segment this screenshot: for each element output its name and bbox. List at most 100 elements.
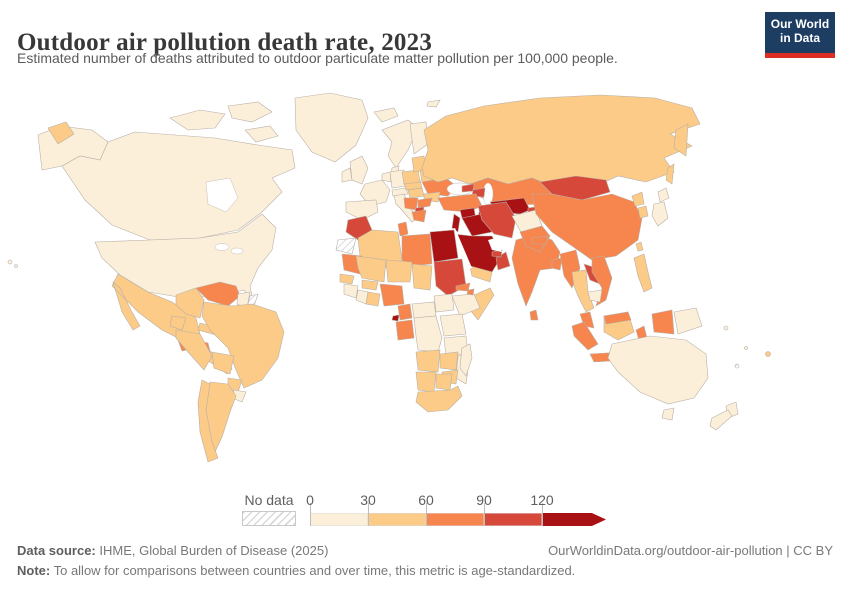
country-new-caledonia[interactable] bbox=[734, 363, 740, 369]
country-france[interactable] bbox=[359, 179, 391, 207]
country-australia[interactable] bbox=[607, 335, 709, 405]
country-turkey[interactable] bbox=[437, 193, 483, 213]
country-levant[interactable] bbox=[451, 213, 461, 233]
country-central-african-republic[interactable] bbox=[411, 301, 437, 319]
country-vanuatu[interactable] bbox=[744, 346, 748, 350]
country-peru[interactable] bbox=[175, 329, 213, 371]
country-chukotka[interactable] bbox=[47, 121, 75, 145]
legend-bin-30-60[interactable] bbox=[368, 513, 426, 526]
country-sri-lanka[interactable] bbox=[529, 309, 539, 321]
country-kamchatka[interactable] bbox=[673, 123, 689, 157]
country-iberia[interactable] bbox=[345, 199, 379, 221]
country-guinea[interactable] bbox=[343, 283, 359, 299]
country-iran[interactable] bbox=[477, 201, 517, 239]
legend-bin-60-90[interactable] bbox=[426, 513, 484, 526]
country-philippines[interactable] bbox=[633, 253, 653, 293]
country-ecuador[interactable] bbox=[169, 315, 187, 331]
country-south-sudan[interactable] bbox=[433, 293, 455, 313]
country-svalbard[interactable] bbox=[426, 99, 441, 108]
country-japan[interactable] bbox=[651, 201, 669, 227]
country-canadian-arctic[interactable] bbox=[169, 109, 226, 131]
country-solomon-islands[interactable] bbox=[723, 325, 729, 331]
country-sumatra[interactable] bbox=[571, 321, 599, 351]
country-russia[interactable] bbox=[421, 94, 701, 187]
country-indonesia-papua[interactable] bbox=[651, 309, 675, 335]
country-north-korea[interactable] bbox=[631, 191, 645, 207]
country-china[interactable] bbox=[531, 193, 643, 261]
country-south-africa[interactable] bbox=[415, 385, 463, 413]
country-papua-new-guinea[interactable] bbox=[673, 307, 703, 335]
country-egypt[interactable] bbox=[429, 229, 459, 263]
country-fiji[interactable] bbox=[765, 351, 771, 357]
country-tunisia[interactable] bbox=[397, 221, 409, 237]
country-niger[interactable] bbox=[385, 259, 413, 283]
country-norway-sweden[interactable] bbox=[381, 119, 419, 169]
country-malaysia-borneo[interactable] bbox=[603, 311, 632, 325]
persian-gulf bbox=[488, 238, 502, 252]
country-bangladesh[interactable] bbox=[551, 257, 563, 271]
country-ghana[interactable] bbox=[365, 291, 381, 307]
country-tasmania[interactable] bbox=[661, 407, 675, 421]
owid-link[interactable]: OurWorldinData.org/outdoor-air-pollution… bbox=[548, 543, 833, 558]
country-bulgaria[interactable] bbox=[417, 197, 433, 209]
country-uk[interactable] bbox=[349, 155, 369, 185]
country-mali[interactable] bbox=[355, 255, 387, 283]
country-burkina-faso[interactable] bbox=[361, 279, 379, 291]
country-benelux[interactable] bbox=[381, 171, 392, 183]
great-lakes bbox=[214, 243, 230, 251]
legend-bin-90-120[interactable] bbox=[484, 513, 542, 526]
country-cameroon[interactable] bbox=[397, 303, 413, 321]
country-new-zealand[interactable] bbox=[709, 409, 733, 431]
note-text: To allow for comparisons between countri… bbox=[50, 563, 576, 578]
page-title: Outdoor air pollution death rate, 2023 bbox=[17, 28, 433, 56]
country-taiwan[interactable] bbox=[635, 241, 644, 252]
country-yemen[interactable] bbox=[469, 265, 493, 283]
country-nigeria[interactable] bbox=[379, 283, 405, 307]
country-drc[interactable] bbox=[413, 315, 443, 353]
country-sakhalin[interactable] bbox=[665, 163, 675, 185]
owid-logo[interactable]: Our World in Data bbox=[765, 12, 835, 58]
legend-tick-label: 60 bbox=[418, 492, 434, 508]
country-hungary[interactable] bbox=[407, 187, 425, 199]
country-poland[interactable] bbox=[401, 169, 421, 185]
data-source-label: Data source: bbox=[17, 543, 96, 558]
country-djibouti[interactable] bbox=[466, 288, 475, 296]
country-brazil[interactable] bbox=[201, 301, 285, 389]
country-canadian-arctic[interactable] bbox=[227, 101, 273, 123]
country-angola[interactable] bbox=[415, 349, 441, 373]
legend-no-data[interactable]: No data bbox=[241, 492, 297, 526]
country-western-sahara[interactable] bbox=[335, 237, 357, 255]
legend-tick-mark bbox=[542, 503, 543, 526]
country-botswana[interactable] bbox=[435, 373, 453, 391]
country-gabon-congo[interactable] bbox=[395, 319, 415, 341]
country-madagascar[interactable] bbox=[459, 343, 473, 377]
country-south-korea[interactable] bbox=[637, 205, 649, 219]
country-greenland[interactable] bbox=[294, 92, 369, 163]
data-source-line: Data source: IHME, Global Burden of Dise… bbox=[17, 543, 328, 558]
country-vietnam[interactable] bbox=[591, 255, 613, 307]
country-bolivia[interactable] bbox=[211, 351, 235, 375]
country-iceland[interactable] bbox=[373, 107, 399, 123]
country-nepal[interactable] bbox=[531, 235, 549, 245]
country-greece[interactable] bbox=[411, 209, 427, 223]
legend-bin-120+[interactable] bbox=[542, 513, 606, 526]
country-namibia[interactable] bbox=[415, 371, 437, 393]
country-equatorial-guinea[interactable] bbox=[391, 314, 400, 322]
country-libya[interactable] bbox=[401, 233, 433, 267]
country-thailand[interactable] bbox=[571, 269, 595, 313]
country-zambia[interactable] bbox=[439, 351, 459, 371]
country-senegal[interactable] bbox=[339, 273, 355, 285]
country-uganda-kenya[interactable] bbox=[439, 313, 467, 337]
country-cambodia[interactable] bbox=[587, 289, 603, 303]
country-hawaii[interactable] bbox=[7, 259, 13, 265]
country-ireland[interactable] bbox=[341, 167, 353, 183]
country-ethiopia[interactable] bbox=[451, 293, 481, 317]
country-japan[interactable] bbox=[657, 187, 670, 203]
country-hawaii[interactable] bbox=[14, 264, 18, 268]
legend-no-data-swatch[interactable] bbox=[242, 511, 296, 526]
country-chile[interactable] bbox=[197, 379, 219, 463]
legend-bin-0-30[interactable] bbox=[310, 513, 368, 526]
country-chad[interactable] bbox=[411, 263, 433, 291]
country-canadian-arctic[interactable] bbox=[244, 125, 279, 143]
country-venezuela[interactable] bbox=[195, 281, 241, 307]
